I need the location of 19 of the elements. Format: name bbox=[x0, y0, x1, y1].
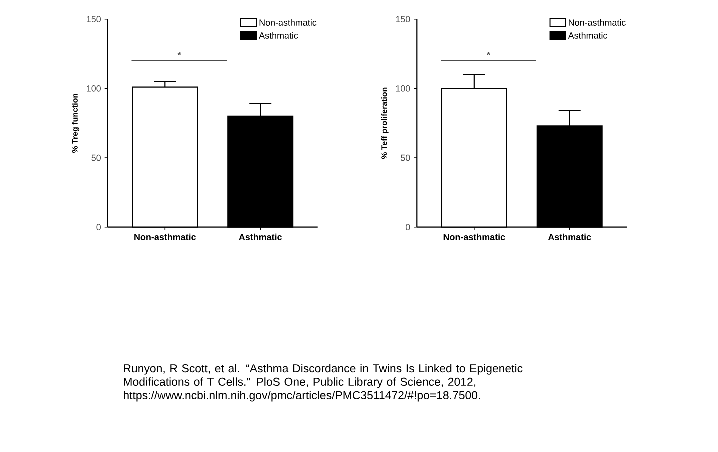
legend-label: Non-asthmatic bbox=[569, 19, 626, 26]
annotation: * bbox=[487, 52, 490, 56]
y-tick-label: 50 bbox=[401, 154, 410, 162]
legend-label: Asthmatic bbox=[259, 32, 298, 39]
y-tick-label: 100 bbox=[87, 86, 102, 92]
y-tick-label: 150 bbox=[87, 16, 102, 23]
x-tick-label: Non-asthmatic bbox=[444, 234, 506, 240]
legend-label: Asthmatic bbox=[568, 32, 608, 39]
x-tick-label: Asthmatic bbox=[239, 234, 282, 240]
y-tick-label: 0 bbox=[406, 224, 410, 231]
y-tick-label: 100 bbox=[396, 86, 410, 92]
text: Runyon, R Scott, et al. “Asthma Discordance in Twins Is Linked to Epigenetic Modifications of T Cells.” PloS One, Public Library of Science, 2012, https://www.ncbi.nlm.nih.gov/pmc/articles/PMC3511472/#!po=18.7500. bbox=[124, 364, 523, 402]
x-tick-label: Asthmatic bbox=[548, 234, 592, 240]
annotation: * bbox=[178, 52, 182, 56]
x-tick-label: Non-asthmatic bbox=[134, 234, 196, 240]
y-tick-label: 50 bbox=[92, 154, 102, 162]
y-tick-label: 150 bbox=[396, 16, 410, 23]
y-tick-label: 0 bbox=[96, 224, 102, 231]
legend-label: Non-asthmatic bbox=[260, 19, 317, 26]
